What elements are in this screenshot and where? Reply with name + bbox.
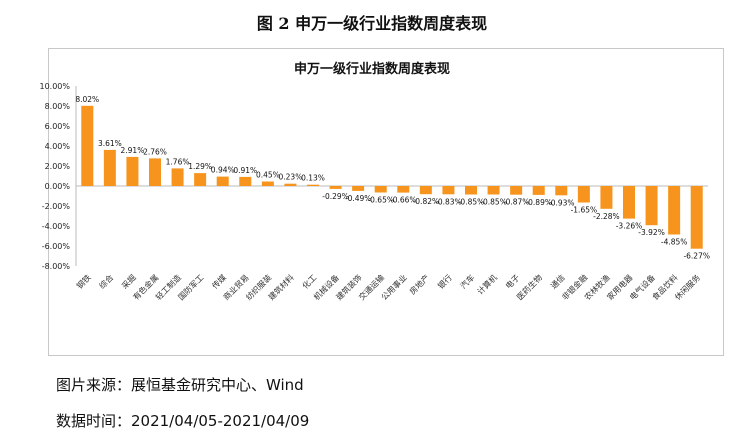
bar [668, 186, 681, 235]
chart-frame [48, 48, 724, 356]
y-tick-label: -8.00% [42, 262, 71, 271]
data-label: -0.87% [503, 198, 530, 207]
y-tick-label: 10.00% [39, 82, 70, 91]
bar [103, 149, 116, 186]
bar [510, 186, 523, 195]
y-tick-label: 4.00% [45, 142, 71, 151]
y-tick-label: 6.00% [45, 122, 71, 131]
y-tick-label: 2.00% [45, 162, 71, 171]
y-tick-label: -6.00% [42, 242, 71, 251]
y-tick-label: -4.00% [42, 222, 71, 231]
bar [442, 186, 455, 195]
x-tick-label: 通信 [548, 272, 566, 290]
data-label: 3.61% [98, 139, 122, 148]
x-tick-label: 综合 [97, 272, 115, 290]
x-tick-label: 汽车 [458, 272, 476, 290]
bar [239, 176, 252, 186]
data-label: 2.76% [143, 147, 167, 156]
bar [284, 183, 297, 186]
bar [397, 186, 410, 193]
x-tick-label: 化工 [300, 272, 318, 290]
bar [171, 168, 184, 186]
bar [81, 105, 94, 186]
x-tick-label: 房地产 [407, 272, 431, 296]
bar [645, 186, 658, 226]
bar [216, 176, 229, 186]
x-tick-label: 电子 [503, 272, 521, 290]
x-tick-label: 银行 [435, 272, 453, 290]
data-label: -0.65% [367, 196, 394, 205]
bar [690, 186, 703, 249]
data-label: -4.85% [661, 238, 688, 247]
bar [374, 186, 387, 193]
data-label: 8.02% [75, 95, 99, 104]
data-label: -0.49% [345, 194, 372, 203]
bar [600, 186, 613, 209]
y-tick-label: 8.00% [45, 102, 71, 111]
x-tick-label: 采掘 [119, 272, 137, 290]
x-tick-label: 传媒 [210, 272, 228, 290]
bar [329, 186, 342, 189]
bar [261, 181, 274, 186]
data-label: -0.83% [435, 197, 462, 206]
x-tick-label: 钢铁 [74, 272, 92, 290]
bar [352, 186, 365, 191]
bar [465, 186, 477, 195]
bar [307, 184, 319, 186]
bar [487, 186, 500, 195]
data-label: 0.94% [211, 166, 235, 175]
data-label: -0.85% [458, 198, 485, 207]
data-label: -1.65% [571, 206, 598, 215]
bar [555, 186, 568, 196]
bar [194, 173, 207, 186]
x-tick-label: 计算机 [475, 272, 499, 296]
data-label: -0.85% [480, 198, 507, 207]
data-label: -3.26% [616, 222, 643, 231]
data-label: 0.91% [233, 166, 257, 175]
data-label: -6.27% [683, 252, 710, 261]
bar [532, 186, 545, 195]
data-label: 0.13% [301, 174, 325, 183]
data-label: -2.28% [593, 212, 620, 221]
y-tick-label: -2.00% [42, 202, 71, 211]
data-label: -0.29% [322, 192, 349, 201]
y-tick-label: 0.00% [45, 182, 71, 191]
data-label: 0.23% [279, 173, 303, 182]
data-label: 1.76% [166, 157, 190, 166]
figure-title: 图 2 申万一级行业指数周度表现 [256, 14, 488, 33]
data-label: 2.91% [121, 146, 145, 155]
bar [419, 186, 432, 195]
data-label: -0.93% [548, 198, 575, 207]
data-label: -0.82% [413, 197, 440, 206]
data-label: -3.92% [638, 228, 665, 237]
data-label: -0.89% [525, 198, 552, 207]
bar [577, 186, 590, 203]
source-note: 图片来源：展恒基金研究中心、Wind [56, 376, 304, 394]
chart-title: 申万一级行业指数周度表现 [294, 61, 450, 77]
data-label: -0.66% [390, 196, 417, 205]
data-label: 1.29% [188, 162, 212, 171]
bar [623, 186, 635, 219]
bar [149, 158, 161, 186]
data-label: 0.45% [256, 171, 280, 180]
data-time-note: 数据时间：2021/04/05-2021/04/09 [56, 412, 310, 430]
bar [126, 156, 139, 186]
